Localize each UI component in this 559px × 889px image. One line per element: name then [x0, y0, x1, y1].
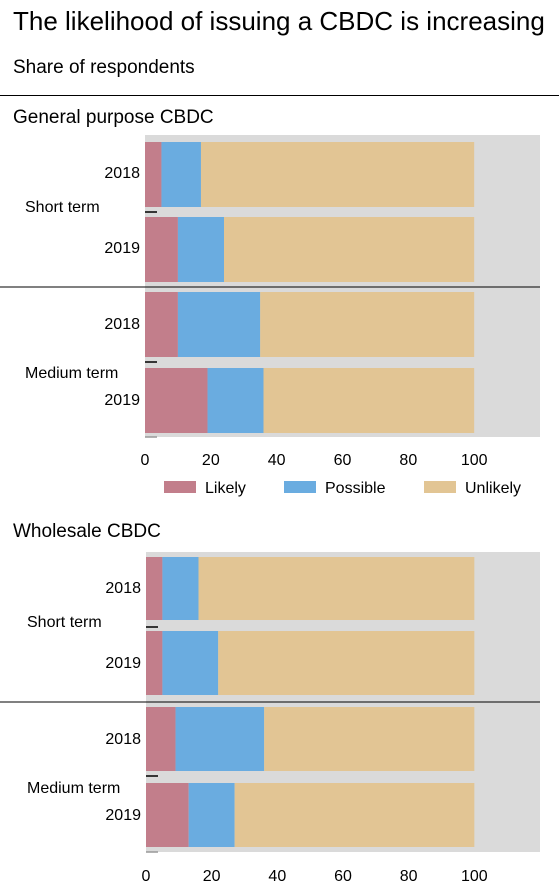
legend-swatch-unlikely: [424, 481, 456, 493]
page-subtitle: Share of respondents: [13, 57, 195, 78]
x-tick-label: 0: [142, 868, 151, 885]
group-label: Short term: [27, 614, 102, 631]
bar-likely: [145, 368, 208, 433]
x-tick-label: 20: [203, 868, 221, 885]
category-label: 2019: [105, 807, 141, 824]
category-label: 2018: [105, 580, 141, 597]
bar-likely: [145, 292, 178, 357]
legend-swatch-possible: [284, 481, 316, 493]
bar-likely: [146, 707, 176, 771]
x-tick-label: 60: [334, 868, 352, 885]
legend-label-unlikely: Unlikely: [465, 480, 521, 497]
bar-likely: [146, 557, 163, 620]
group-label: Medium term: [25, 365, 118, 382]
category-label: 2018: [105, 731, 141, 748]
category-label: 2019: [104, 240, 140, 257]
bar-unlikely: [224, 217, 475, 282]
group-label: Short term: [25, 199, 100, 216]
panel-title-general-purpose: General purpose CBDC: [13, 107, 214, 128]
bar-unlikely: [260, 292, 475, 357]
bar-likely: [146, 783, 189, 847]
bar-possible: [175, 707, 265, 771]
bar-likely: [145, 142, 162, 207]
bar-unlikely: [218, 631, 475, 695]
x-tick-label: 20: [202, 452, 220, 469]
panel-title-wholesale: Wholesale CBDC: [13, 521, 161, 542]
bar-possible: [162, 557, 199, 620]
bar-unlikely: [234, 783, 475, 847]
bar-unlikely: [198, 557, 475, 620]
bar-unlikely: [264, 707, 475, 771]
bar-possible: [162, 631, 219, 695]
bar-possible: [161, 142, 201, 207]
category-label: 2018: [104, 316, 140, 333]
x-tick-label: 40: [268, 452, 286, 469]
bar-unlikely: [263, 368, 475, 433]
title-divider: [0, 95, 559, 96]
x-tick-label: 80: [400, 868, 418, 885]
x-tick-label: 0: [141, 452, 150, 469]
bar-likely: [145, 217, 178, 282]
legend-label-possible: Possible: [325, 480, 386, 497]
x-tick-label: 100: [461, 452, 488, 469]
bar-possible: [188, 783, 235, 847]
bar-possible: [207, 368, 264, 433]
legend-label-likely: Likely: [205, 480, 246, 497]
bar-likely: [146, 631, 163, 695]
bar-possible: [177, 292, 261, 357]
legend-swatch-likely: [164, 481, 196, 493]
x-tick-label: 40: [268, 868, 286, 885]
category-label: 2019: [104, 392, 140, 409]
x-tick-label: 60: [334, 452, 352, 469]
bar-possible: [177, 217, 224, 282]
x-tick-label: 100: [461, 868, 488, 885]
category-label: 2019: [105, 655, 141, 672]
x-tick-label: 80: [399, 452, 417, 469]
page-title: The likelihood of issuing a CBDC is incr…: [13, 6, 545, 36]
category-label: 2018: [104, 165, 140, 182]
group-label: Medium term: [27, 780, 120, 797]
bar-unlikely: [200, 142, 475, 207]
chart-general-purpose: 2018 2019 2018 2019 Short term Medium term 0 20…: [0, 135, 540, 497]
